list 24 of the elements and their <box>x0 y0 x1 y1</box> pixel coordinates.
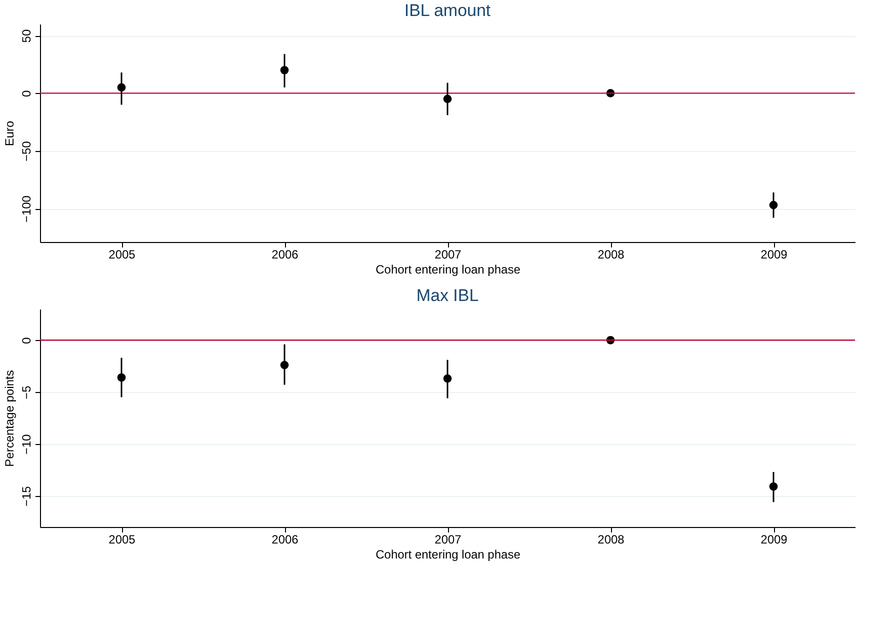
x-tick-label: 2006 <box>272 248 299 262</box>
x-tick-label: 2009 <box>760 248 788 262</box>
x-axis-title: Cohort entering loan phase <box>376 548 521 562</box>
x-tick-label: 2005 <box>108 248 136 262</box>
y-axis-title: Euro <box>2 120 16 146</box>
y-axis-title: Percentage points <box>2 370 16 467</box>
x-axis-title: Cohort entering loan phase <box>376 262 521 276</box>
y-tick-label: 0 <box>20 336 34 344</box>
x-tick-label: 2009 <box>760 532 788 546</box>
chart-title: Max IBL <box>416 286 479 305</box>
y-tick-label: −15 <box>20 486 34 507</box>
y-tick-label: −5 <box>20 385 34 400</box>
x-tick-label: 2007 <box>434 248 462 262</box>
x-tick-label: 2008 <box>598 532 625 546</box>
chart-title: IBL amount <box>404 1 491 20</box>
x-tick-label: 2008 <box>598 248 625 262</box>
x-tick-label: 2006 <box>272 532 299 546</box>
y-tick-label: −50 <box>20 140 34 162</box>
x-tick-label: 2005 <box>108 532 136 546</box>
x-tick-label: 2007 <box>434 532 462 546</box>
y-tick-label: 0 <box>20 90 34 98</box>
y-tick-label: 50 <box>20 29 34 43</box>
y-tick-label: −100 <box>20 195 34 223</box>
y-tick-label: −10 <box>20 434 34 455</box>
